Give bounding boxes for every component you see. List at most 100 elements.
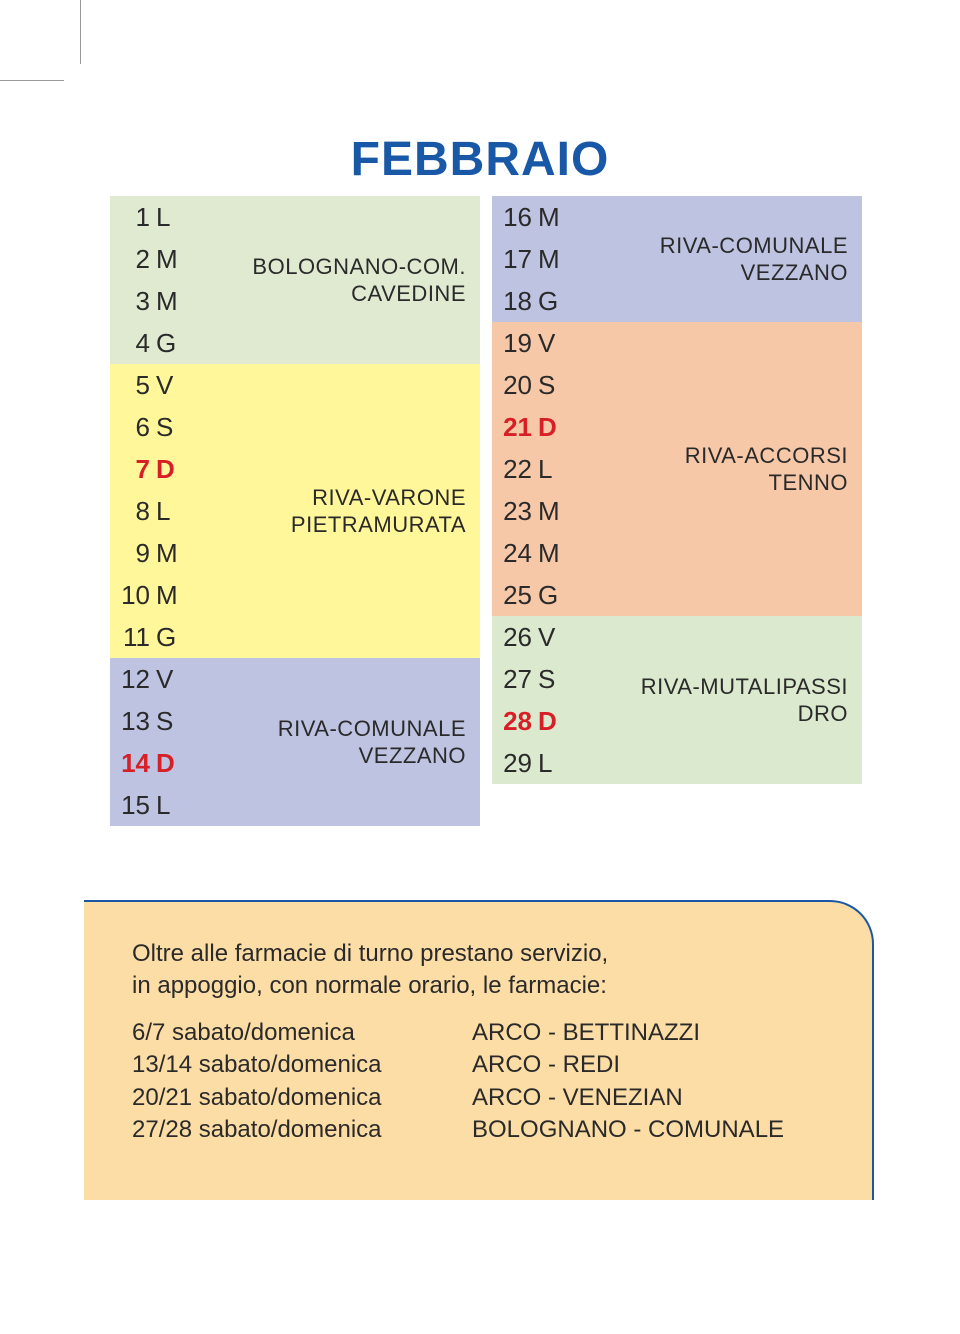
day-row: 1L [110,196,190,238]
day-list: 5V6S7D8L9M10M11G [110,364,190,658]
pharmacy-line: RIVA-MUTALIPASSI [641,673,848,701]
day-letter: S [156,412,190,443]
calendar-block: 5V6S7D8L9M10M11GRIVA-VARONEPIETRAMURATA [110,364,480,658]
support-pharmacy: ARCO - REDI [472,1049,842,1081]
day-letter: V [538,328,572,359]
day-letter: D [156,748,190,779]
pharmacy-line: CAVEDINE [351,280,466,308]
day-row: 17M [492,238,572,280]
day-row: 22L [492,448,572,490]
day-letter: G [156,328,190,359]
support-dates-column: 6/7 sabato/domenica13/14 sabato/domenica… [132,1017,472,1147]
support-date: 27/28 sabato/domenica [132,1114,472,1146]
day-letter: M [538,538,572,569]
day-number: 12 [110,664,156,695]
calendar-block: 19V20S21D22L23M24M25GRIVA-ACCORSITENNO [492,322,862,616]
day-number: 21 [492,412,538,443]
day-list: 16M17M18G [492,196,572,322]
pharmacy-line: DRO [798,700,848,728]
support-intro-line: in appoggio, con normale orario, le farm… [132,970,842,1002]
day-number: 14 [110,748,156,779]
day-letter: D [538,706,572,737]
pharmacy-label: RIVA-VARONEPIETRAMURATA [190,364,480,658]
day-letter: G [156,622,190,653]
day-letter: D [156,454,190,485]
day-number: 19 [492,328,538,359]
pharmacy-label: RIVA-COMUNALEVEZZANO [190,658,480,826]
day-number: 9 [110,538,156,569]
day-number: 24 [492,538,538,569]
day-number: 1 [110,202,156,233]
day-row: 3M [110,280,190,322]
pharmacy-label: BOLOGNANO-COM.CAVEDINE [190,196,480,364]
day-number: 16 [492,202,538,233]
support-pharmacy: ARCO - BETTINAZZI [472,1017,842,1049]
day-row: 18G [492,280,572,322]
day-row: 7D [110,448,190,490]
support-pharmacy: BOLOGNANO - COMUNALE [472,1114,842,1146]
day-number: 27 [492,664,538,695]
day-number: 10 [110,580,156,611]
day-row: 10M [110,574,190,616]
day-letter: D [538,412,572,443]
day-number: 18 [492,286,538,317]
day-number: 15 [110,790,156,821]
pharmacy-line: RIVA-COMUNALE [278,715,466,743]
support-date: 6/7 sabato/domenica [132,1017,472,1049]
day-row: 26V [492,616,572,658]
day-number: 13 [110,706,156,737]
day-letter: S [538,370,572,401]
calendar-block: 1L2M3M4GBOLOGNANO-COM.CAVEDINE [110,196,480,364]
day-number: 5 [110,370,156,401]
day-number: 29 [492,748,538,779]
day-row: 15L [110,784,190,826]
day-number: 25 [492,580,538,611]
day-row: 6S [110,406,190,448]
pharmacy-line: PIETRAMURATA [291,511,466,539]
day-row: 13S [110,700,190,742]
support-intro-line: Oltre alle farmacie di turno prestano se… [132,938,842,970]
day-letter: G [538,286,572,317]
day-number: 2 [110,244,156,275]
day-list: 1L2M3M4G [110,196,190,364]
day-number: 22 [492,454,538,485]
support-pharm-column: ARCO - BETTINAZZIARCO - REDIARCO - VENEZ… [472,1017,842,1147]
day-row: 27S [492,658,572,700]
day-row: 5V [110,364,190,406]
support-date: 13/14 sabato/domenica [132,1049,472,1081]
day-letter: M [538,202,572,233]
day-letter: M [538,244,572,275]
crop-mark-horizontal [0,80,64,81]
support-pharmacies-box: Oltre alle farmacie di turno prestano se… [84,900,874,1200]
day-letter: S [156,706,190,737]
pharmacy-line: TENNO [769,469,849,497]
day-letter: G [538,580,572,611]
day-number: 4 [110,328,156,359]
day-row: 2M [110,238,190,280]
pharmacy-line: RIVA-COMUNALE [660,232,848,260]
day-row: 29L [492,742,572,784]
day-letter: S [538,664,572,695]
day-row: 4G [110,322,190,364]
calendar-block: 26V27S28D29LRIVA-MUTALIPASSIDRO [492,616,862,784]
day-row: 19V [492,322,572,364]
day-number: 20 [492,370,538,401]
day-row: 28D [492,700,572,742]
day-number: 28 [492,706,538,737]
day-letter: M [156,580,190,611]
day-letter: M [156,538,190,569]
calendar-column-left: 1L2M3M4GBOLOGNANO-COM.CAVEDINE5V6S7D8L9M… [110,196,480,826]
day-letter: V [156,664,190,695]
day-list: 26V27S28D29L [492,616,572,784]
pharmacy-label: RIVA-MUTALIPASSIDRO [572,616,862,784]
pharmacy-line: VEZZANO [741,259,848,287]
pharmacy-label: RIVA-COMUNALEVEZZANO [572,196,862,322]
day-row: 23M [492,490,572,532]
day-letter: L [538,454,572,485]
day-letter: L [156,790,190,821]
support-pharmacy: ARCO - VENEZIAN [472,1082,842,1114]
day-letter: V [156,370,190,401]
calendar-column-right: 16M17M18GRIVA-COMUNALEVEZZANO19V20S21D22… [492,196,862,826]
day-letter: V [538,622,572,653]
day-row: 16M [492,196,572,238]
